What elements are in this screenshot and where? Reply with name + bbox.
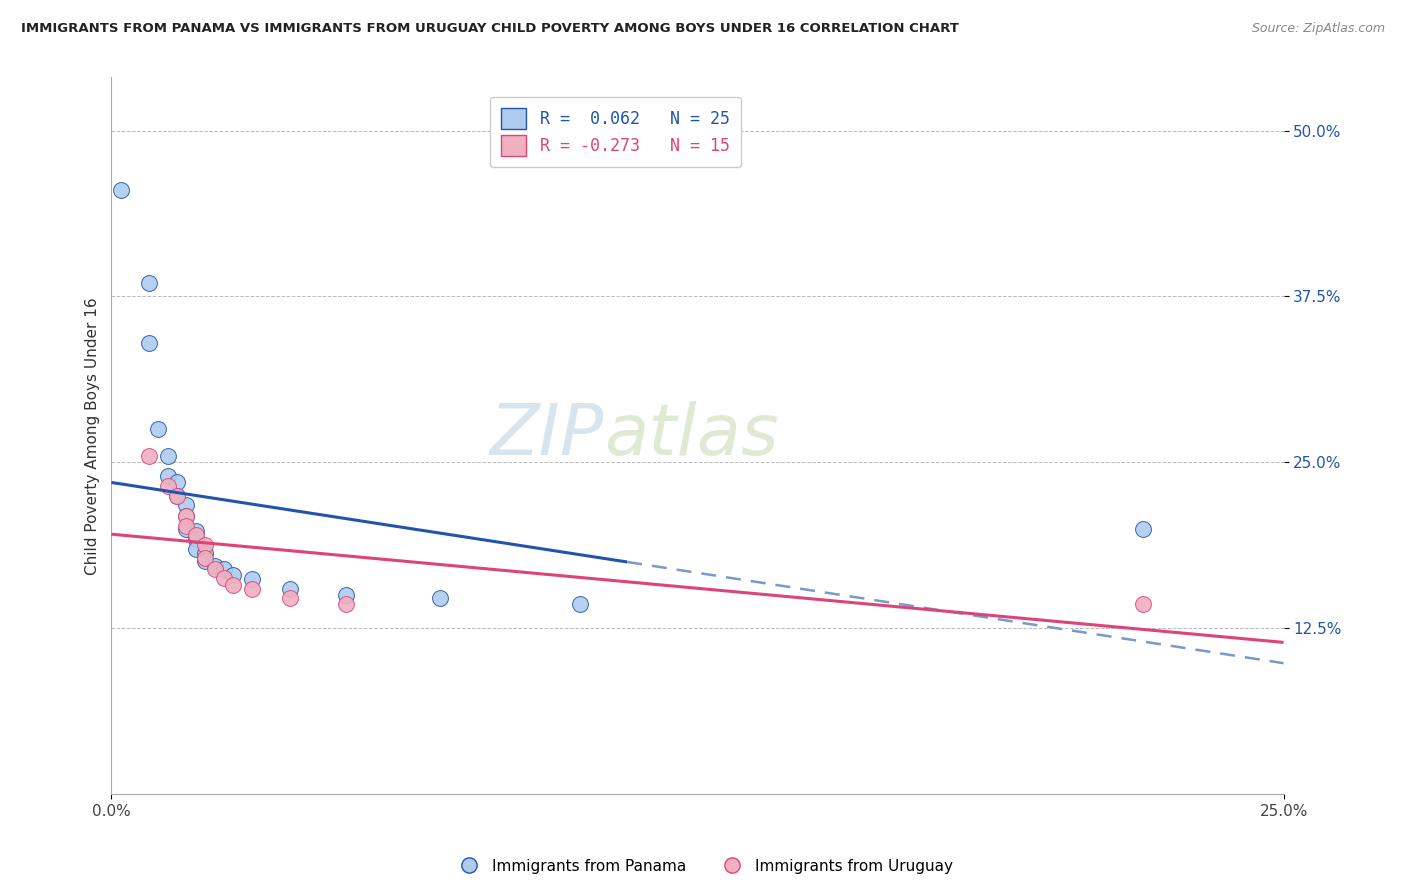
Point [240, 582, 263, 596]
Point [429, 591, 451, 605]
Point [176, 519, 198, 533]
Point [176, 508, 198, 523]
Point [204, 561, 226, 575]
Point [184, 528, 207, 542]
Point [222, 568, 245, 582]
Point [278, 582, 301, 596]
Point [240, 572, 263, 586]
Legend: R =  0.062   N = 25, R = -0.273   N = 15: R = 0.062 N = 25, R = -0.273 N = 15 [489, 96, 741, 167]
Point [156, 479, 179, 493]
Point [138, 276, 160, 290]
Point [176, 508, 198, 523]
Point [156, 468, 179, 483]
Text: Source: ZipAtlas.com: Source: ZipAtlas.com [1251, 22, 1385, 36]
Point [569, 598, 592, 612]
Point [176, 498, 198, 512]
Point [166, 475, 188, 490]
Point [204, 558, 226, 573]
Point [194, 551, 217, 566]
Text: atlas: atlas [603, 401, 779, 470]
Point [184, 541, 207, 556]
Point [1132, 522, 1154, 536]
Point [222, 577, 245, 591]
Point [184, 533, 207, 547]
Point [212, 561, 235, 575]
Point [194, 546, 217, 560]
Point [184, 524, 207, 539]
Point [148, 422, 170, 436]
Point [138, 449, 160, 463]
Point [166, 489, 188, 503]
Point [176, 522, 198, 536]
Point [335, 598, 357, 612]
Legend: Immigrants from Panama, Immigrants from Uruguay: Immigrants from Panama, Immigrants from … [447, 853, 959, 880]
Point [166, 489, 188, 503]
Point [138, 335, 160, 350]
Point [278, 591, 301, 605]
Point [110, 183, 132, 197]
Text: IMMIGRANTS FROM PANAMA VS IMMIGRANTS FROM URUGUAY CHILD POVERTY AMONG BOYS UNDER: IMMIGRANTS FROM PANAMA VS IMMIGRANTS FRO… [21, 22, 959, 36]
Text: ZIP: ZIP [489, 401, 603, 470]
Point [1132, 598, 1154, 612]
Y-axis label: Child Poverty Among Boys Under 16: Child Poverty Among Boys Under 16 [86, 297, 100, 574]
Point [194, 538, 217, 552]
Point [194, 554, 217, 568]
Point [156, 449, 179, 463]
Point [335, 588, 357, 602]
Point [212, 571, 235, 585]
